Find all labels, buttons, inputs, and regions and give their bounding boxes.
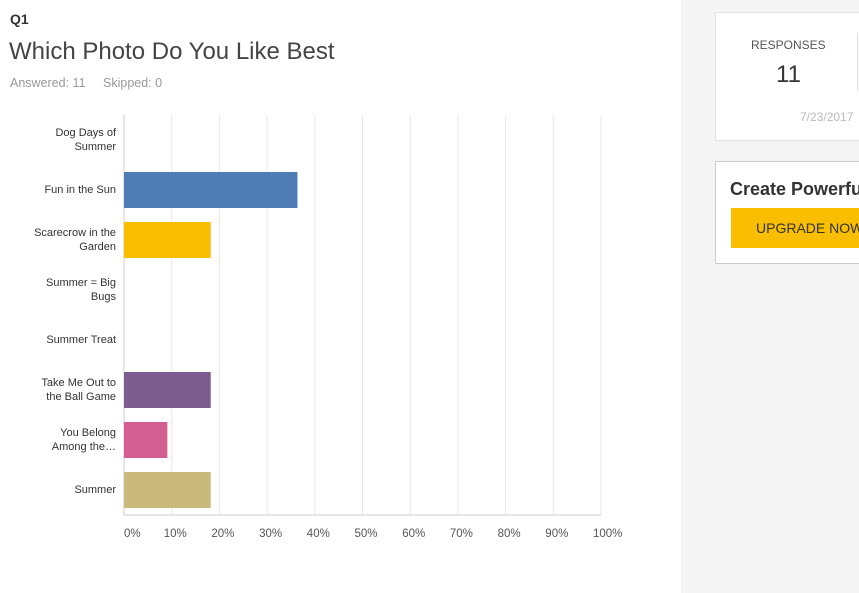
category-label: Take Me Out to the Ball Game xyxy=(41,377,116,403)
divider xyxy=(857,33,858,91)
x-tick-label: 20% xyxy=(211,528,234,540)
category-label: Fun in the Sun xyxy=(44,184,116,196)
x-tick-label: 90% xyxy=(545,528,568,540)
x-tick-label: 60% xyxy=(402,528,425,540)
x-tick-label: 0% xyxy=(124,528,141,540)
bar xyxy=(124,422,168,458)
category-label: Summer Treat xyxy=(46,334,116,346)
category-label: Dog Days of Summer xyxy=(55,127,116,153)
x-tick-label: 10% xyxy=(164,528,187,540)
x-tick-label: 30% xyxy=(259,528,282,540)
category-label: Summer xyxy=(74,484,116,496)
x-tick-label: 70% xyxy=(450,528,473,540)
answered: Answered: 11 xyxy=(10,76,86,90)
skipped-count: 0 xyxy=(155,76,163,90)
question-number: Q1 xyxy=(10,11,29,27)
promo-title: Create Powerfu xyxy=(730,179,859,199)
category-label: Scarecrow in the Garden xyxy=(34,227,116,253)
answered-count: 11 xyxy=(72,76,86,90)
x-tick-label: 100% xyxy=(593,528,622,540)
question-title: Which Photo Do You Like Best xyxy=(9,38,335,65)
x-tick-label: 50% xyxy=(355,528,378,540)
x-tick-label: 80% xyxy=(498,528,521,540)
chart: 0% 10% 20% 30% 40% 50% 60% 70% 80% 90% 100% xyxy=(123,115,622,540)
bar xyxy=(124,222,211,258)
responses-count: 11 xyxy=(776,61,801,88)
promo-card: Create Powerfu UPGRADE NOW xyxy=(715,161,859,264)
sidebar: RESPONSES 11 7/23/2017 Create Powerfu UP… xyxy=(681,0,859,593)
skipped-label: Skipped: xyxy=(103,76,152,90)
skipped: Skipped: 0 xyxy=(103,76,162,90)
bar xyxy=(124,372,211,408)
responses-label: RESPONSES xyxy=(751,38,826,52)
bar xyxy=(124,472,211,508)
responses-card: RESPONSES 11 7/23/2017 xyxy=(715,12,859,141)
x-tick-label: 40% xyxy=(307,528,330,540)
bar xyxy=(124,172,298,208)
category-label: You Belong Among the… xyxy=(51,427,116,453)
date: 7/23/2017 xyxy=(800,110,854,124)
upgrade-button[interactable]: UPGRADE NOW xyxy=(731,208,859,248)
answered-label: Answered: xyxy=(10,76,70,90)
category-label: Summer = Big Bugs xyxy=(46,277,116,303)
